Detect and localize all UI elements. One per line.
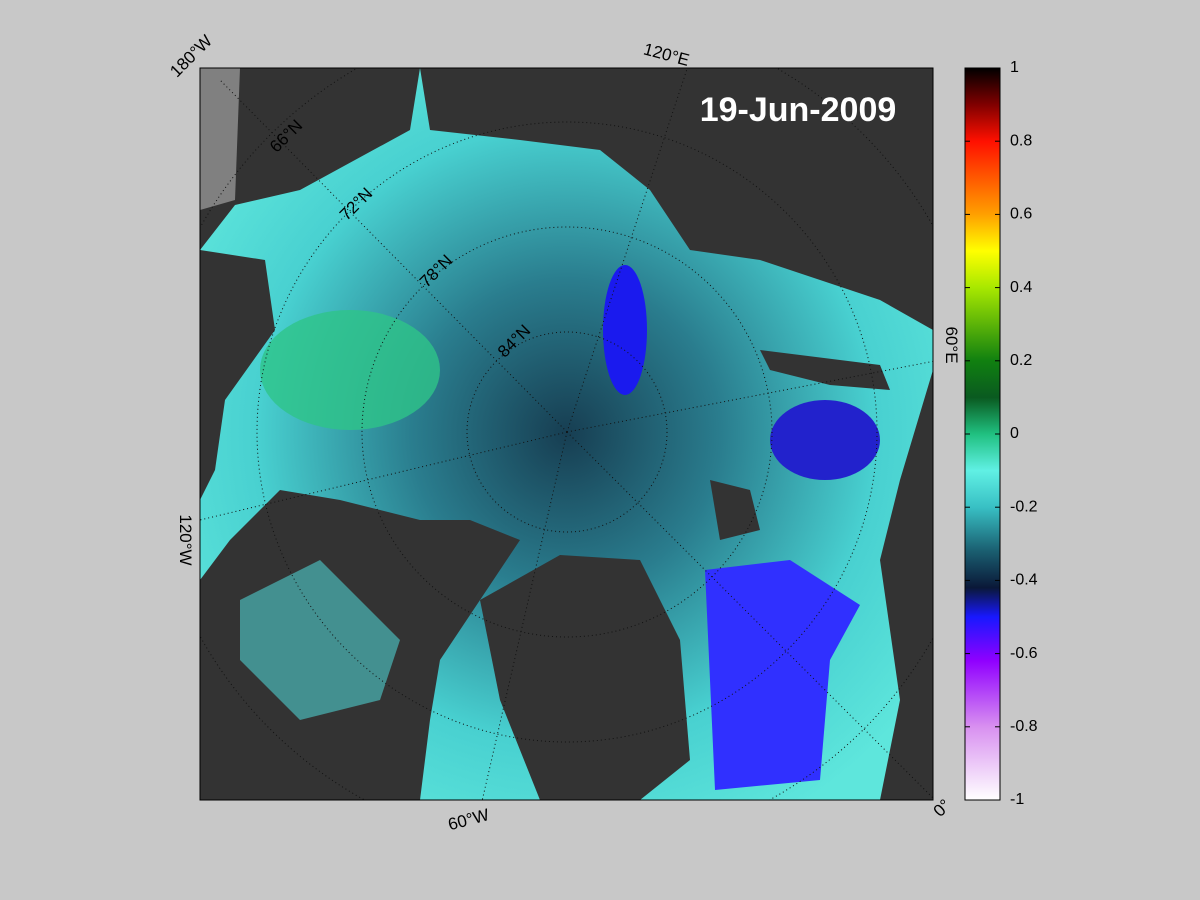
longitude-label: 60°E xyxy=(942,326,961,363)
land xyxy=(200,68,240,210)
land xyxy=(880,370,933,800)
colorbar-tick-label: 0.4 xyxy=(1010,279,1032,296)
map: 19-Jun-2009 66°N 72°N 78°N 84°N xyxy=(200,68,933,800)
land xyxy=(760,350,890,390)
colorbar-tick-label: -0.4 xyxy=(1010,572,1038,589)
colorbar-tick-label: -1 xyxy=(1010,791,1024,808)
date-label: 19-Jun-2009 xyxy=(700,91,897,129)
longitude-label: 60°W xyxy=(446,805,491,834)
longitude-label: 120°W xyxy=(176,514,195,565)
longitude-label: 120°E xyxy=(641,39,691,69)
land xyxy=(200,68,420,250)
colorbar-tick-label: 0.8 xyxy=(1010,132,1032,149)
land xyxy=(420,68,933,330)
colorbar-tick-label: 0.6 xyxy=(1010,206,1032,223)
colorbar-tick-label: -0.2 xyxy=(1010,498,1038,515)
anomaly-patch xyxy=(260,310,440,430)
graticule xyxy=(200,68,933,800)
anomaly-patch xyxy=(705,560,860,790)
colorbar-tick-label: 0.2 xyxy=(1010,352,1032,369)
anomaly-patch xyxy=(603,265,647,395)
channels xyxy=(240,560,400,720)
colorbar-tick-label: 1 xyxy=(1010,59,1019,76)
land xyxy=(710,480,760,540)
colorbar-tick-label: -0.6 xyxy=(1010,645,1038,662)
colorbar-tick-label: -0.8 xyxy=(1010,718,1038,735)
land xyxy=(200,250,275,500)
map-frame xyxy=(199,67,934,801)
greenland xyxy=(480,555,690,800)
anomaly-patch xyxy=(770,400,880,480)
colorbar-tick-label: 0 xyxy=(1010,425,1019,442)
colorbar-scale xyxy=(964,67,1001,801)
colorbar: -1 -0.8 -0.6 -0.4 -0.2 0 0.2 0.4 0.6 0.8 1 xyxy=(964,59,1038,808)
